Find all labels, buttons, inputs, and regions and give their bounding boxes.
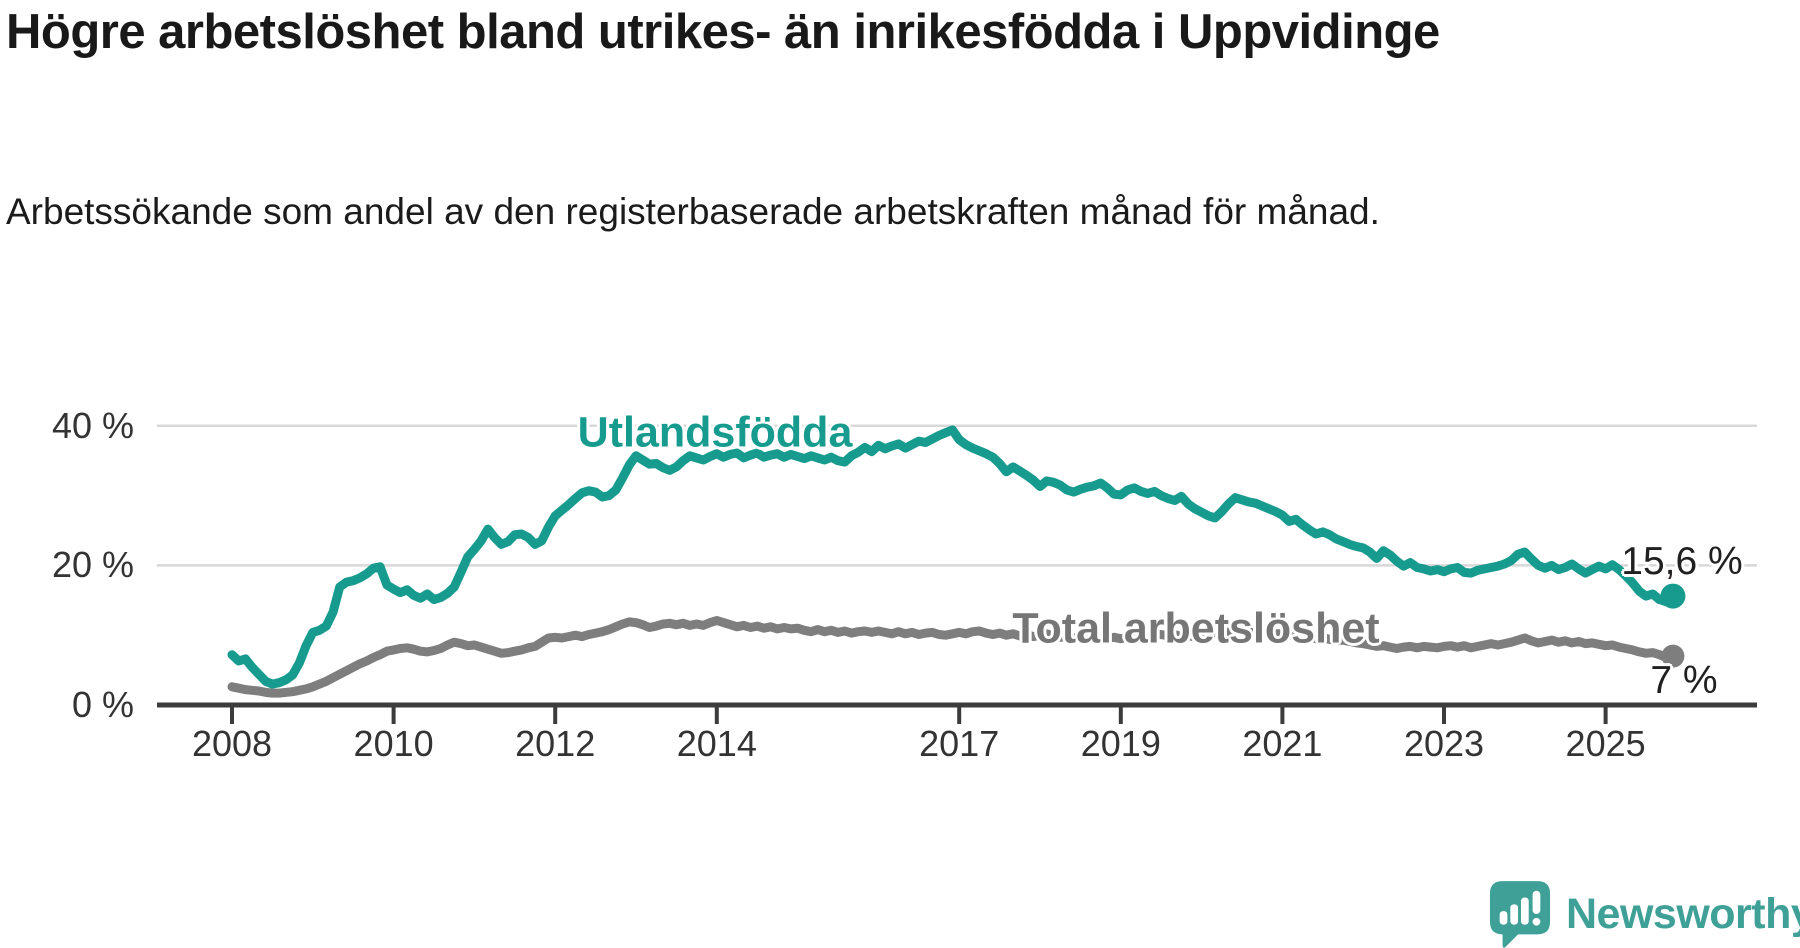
newsworthy-logo: Newsworthy <box>1489 880 1800 948</box>
series-line <box>227 425 1678 689</box>
y-tick-label: 0 % <box>71 684 134 725</box>
x-tick-label: 2010 <box>353 723 434 764</box>
series-end-dot <box>1660 583 1686 609</box>
series-line <box>227 616 1678 698</box>
newsworthy-logo-icon <box>1489 881 1551 948</box>
series-label-utlandsfodda: Utlandsfödda <box>577 408 853 457</box>
x-tick-label: 2012 <box>515 723 596 764</box>
x-tick-label: 2017 <box>919 723 1000 764</box>
chart-subtitle: Arbetssökande som andel av den registerb… <box>6 191 1380 232</box>
x-tick-label: 2014 <box>676 723 757 764</box>
end-value-label-total: 7 % <box>1650 659 1718 702</box>
x-tick-label: 2023 <box>1403 723 1485 764</box>
y-tick-label: 40 % <box>51 404 134 446</box>
series-label-total-arbetsloshet: Total arbetslöshet <box>1012 604 1380 653</box>
chart-title: Högre arbetslöshet bland utrikes- än inr… <box>6 5 1440 59</box>
series-end-dot <box>1661 644 1685 668</box>
x-tick-label: 2025 <box>1565 723 1646 764</box>
x-tick-label: 2008 <box>191 723 273 764</box>
end-value-label-utlandsfodda: 15,6 % <box>1621 540 1743 583</box>
x-tick-label: 2021 <box>1242 723 1323 764</box>
x-tick-label: 2019 <box>1080 723 1161 764</box>
newsworthy-logo-text: Newsworthy <box>1566 889 1800 938</box>
y-tick-label: 20 % <box>51 544 134 586</box>
